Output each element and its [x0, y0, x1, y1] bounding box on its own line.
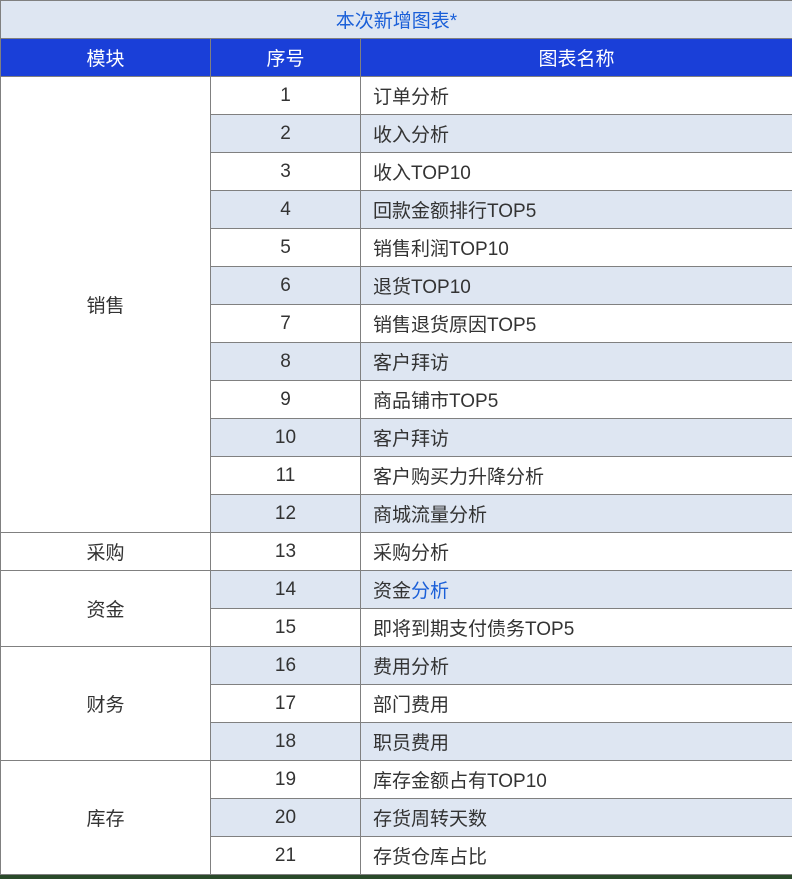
name-cell: 采购分析 — [361, 533, 792, 571]
index-cell: 6 — [211, 267, 361, 305]
name-cell: 职员费用 — [361, 723, 792, 761]
name-cell: 订单分析 — [361, 77, 792, 115]
name-cell: 存货仓库占比 — [361, 837, 792, 875]
name-suffix: 分析 — [411, 581, 449, 602]
module-cell: 资金 — [1, 571, 211, 647]
index-cell: 13 — [211, 533, 361, 571]
index-cell: 7 — [211, 305, 361, 343]
index-cell: 5 — [211, 229, 361, 267]
index-cell: 17 — [211, 685, 361, 723]
table-row: 销售1订单分析 — [1, 77, 792, 115]
index-cell: 1 — [211, 77, 361, 115]
name-cell: 客户拜访 — [361, 419, 792, 457]
index-cell: 10 — [211, 419, 361, 457]
index-cell: 20 — [211, 799, 361, 837]
index-cell: 4 — [211, 191, 361, 229]
header-name: 图表名称 — [361, 39, 792, 77]
name-cell: 客户购买力升降分析 — [361, 457, 792, 495]
index-cell: 12 — [211, 495, 361, 533]
index-cell: 8 — [211, 343, 361, 381]
index-cell: 15 — [211, 609, 361, 647]
module-cell: 采购 — [1, 533, 211, 571]
index-cell: 18 — [211, 723, 361, 761]
name-cell: 销售退货原因TOP5 — [361, 305, 792, 343]
header-row: 模块 序号 图表名称 — [1, 39, 792, 77]
name-cell: 资金分析 — [361, 571, 792, 609]
module-cell: 销售 — [1, 77, 211, 533]
name-cell: 回款金额排行TOP5 — [361, 191, 792, 229]
name-cell: 收入分析 — [361, 115, 792, 153]
index-cell: 2 — [211, 115, 361, 153]
name-cell: 费用分析 — [361, 647, 792, 685]
table-row: 资金 14资金分析 — [1, 571, 792, 609]
table-row: 财务16费用分析 — [1, 647, 792, 685]
name-cell: 商城流量分析 — [361, 495, 792, 533]
charts-table: 本次新增图表* 模块 序号 图表名称 销售1订单分析2收入分析3收入TOP104… — [0, 0, 792, 875]
bottom-border — [0, 875, 792, 879]
name-cell: 即将到期支付债务TOP5 — [361, 609, 792, 647]
name-cell: 库存金额占有TOP10 — [361, 761, 792, 799]
name-prefix: 资金 — [373, 581, 411, 602]
module-cell: 库存 — [1, 761, 211, 875]
index-cell: 16 — [211, 647, 361, 685]
index-cell: 14 — [211, 571, 361, 609]
table-title: 本次新增图表* — [1, 1, 792, 39]
header-module: 模块 — [1, 39, 211, 77]
name-cell: 商品铺市TOP5 — [361, 381, 792, 419]
name-cell: 销售利润TOP10 — [361, 229, 792, 267]
name-cell: 退货TOP10 — [361, 267, 792, 305]
module-cell: 财务 — [1, 647, 211, 761]
index-cell: 9 — [211, 381, 361, 419]
table-row: 库存19库存金额占有TOP10 — [1, 761, 792, 799]
index-cell: 11 — [211, 457, 361, 495]
index-cell: 21 — [211, 837, 361, 875]
name-cell: 存货周转天数 — [361, 799, 792, 837]
index-cell: 19 — [211, 761, 361, 799]
index-cell: 3 — [211, 153, 361, 191]
table-row: 采购13采购分析 — [1, 533, 792, 571]
header-index: 序号 — [211, 39, 361, 77]
name-cell: 客户拜访 — [361, 343, 792, 381]
name-cell: 收入TOP10 — [361, 153, 792, 191]
title-row: 本次新增图表* — [1, 1, 792, 39]
table-body: 本次新增图表* 模块 序号 图表名称 销售1订单分析2收入分析3收入TOP104… — [1, 1, 792, 875]
name-cell: 部门费用 — [361, 685, 792, 723]
